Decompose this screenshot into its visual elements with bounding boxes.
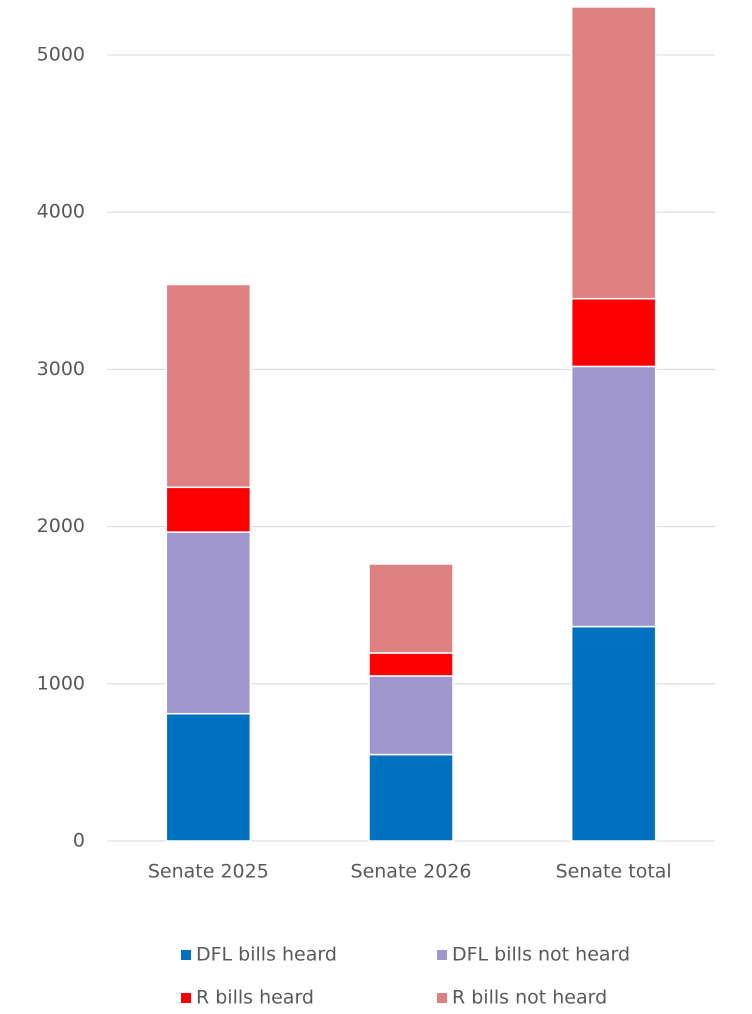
y-tick-label: 4000 (37, 201, 85, 223)
bar-segment (165, 712, 252, 842)
legend-label: R bills not heard (452, 987, 607, 1009)
y-tick-label: 5000 (37, 44, 85, 66)
bar-segment (570, 6, 657, 300)
legend-swatch (437, 950, 447, 960)
legend-label: R bills heard (196, 987, 314, 1009)
bar-segment (570, 625, 657, 842)
bar-segment (368, 675, 454, 756)
bar-segment (368, 563, 454, 654)
y-tick-label: 1000 (37, 672, 85, 694)
x-tick-label: Senate 2026 (351, 861, 472, 883)
bar-segment (570, 297, 657, 368)
y-tick-label: 0 (73, 830, 85, 852)
y-tick-label: 2000 (37, 515, 85, 537)
legend-swatch (437, 993, 447, 1003)
bar-segment (165, 531, 252, 715)
legend-swatch (181, 950, 191, 960)
bar-segment (368, 753, 454, 842)
legend-swatch (181, 993, 191, 1003)
y-tick-label: 3000 (37, 358, 85, 380)
bar-segment (368, 652, 454, 677)
legend-label: DFL bills heard (196, 944, 337, 966)
x-tick-label: Senate 2025 (148, 861, 269, 883)
bar-segment (165, 486, 252, 533)
bar-segment (570, 365, 657, 628)
x-tick-label: Senate total (556, 861, 672, 883)
legend-label: DFL bills not heard (452, 944, 630, 966)
bar-segment (165, 283, 252, 489)
